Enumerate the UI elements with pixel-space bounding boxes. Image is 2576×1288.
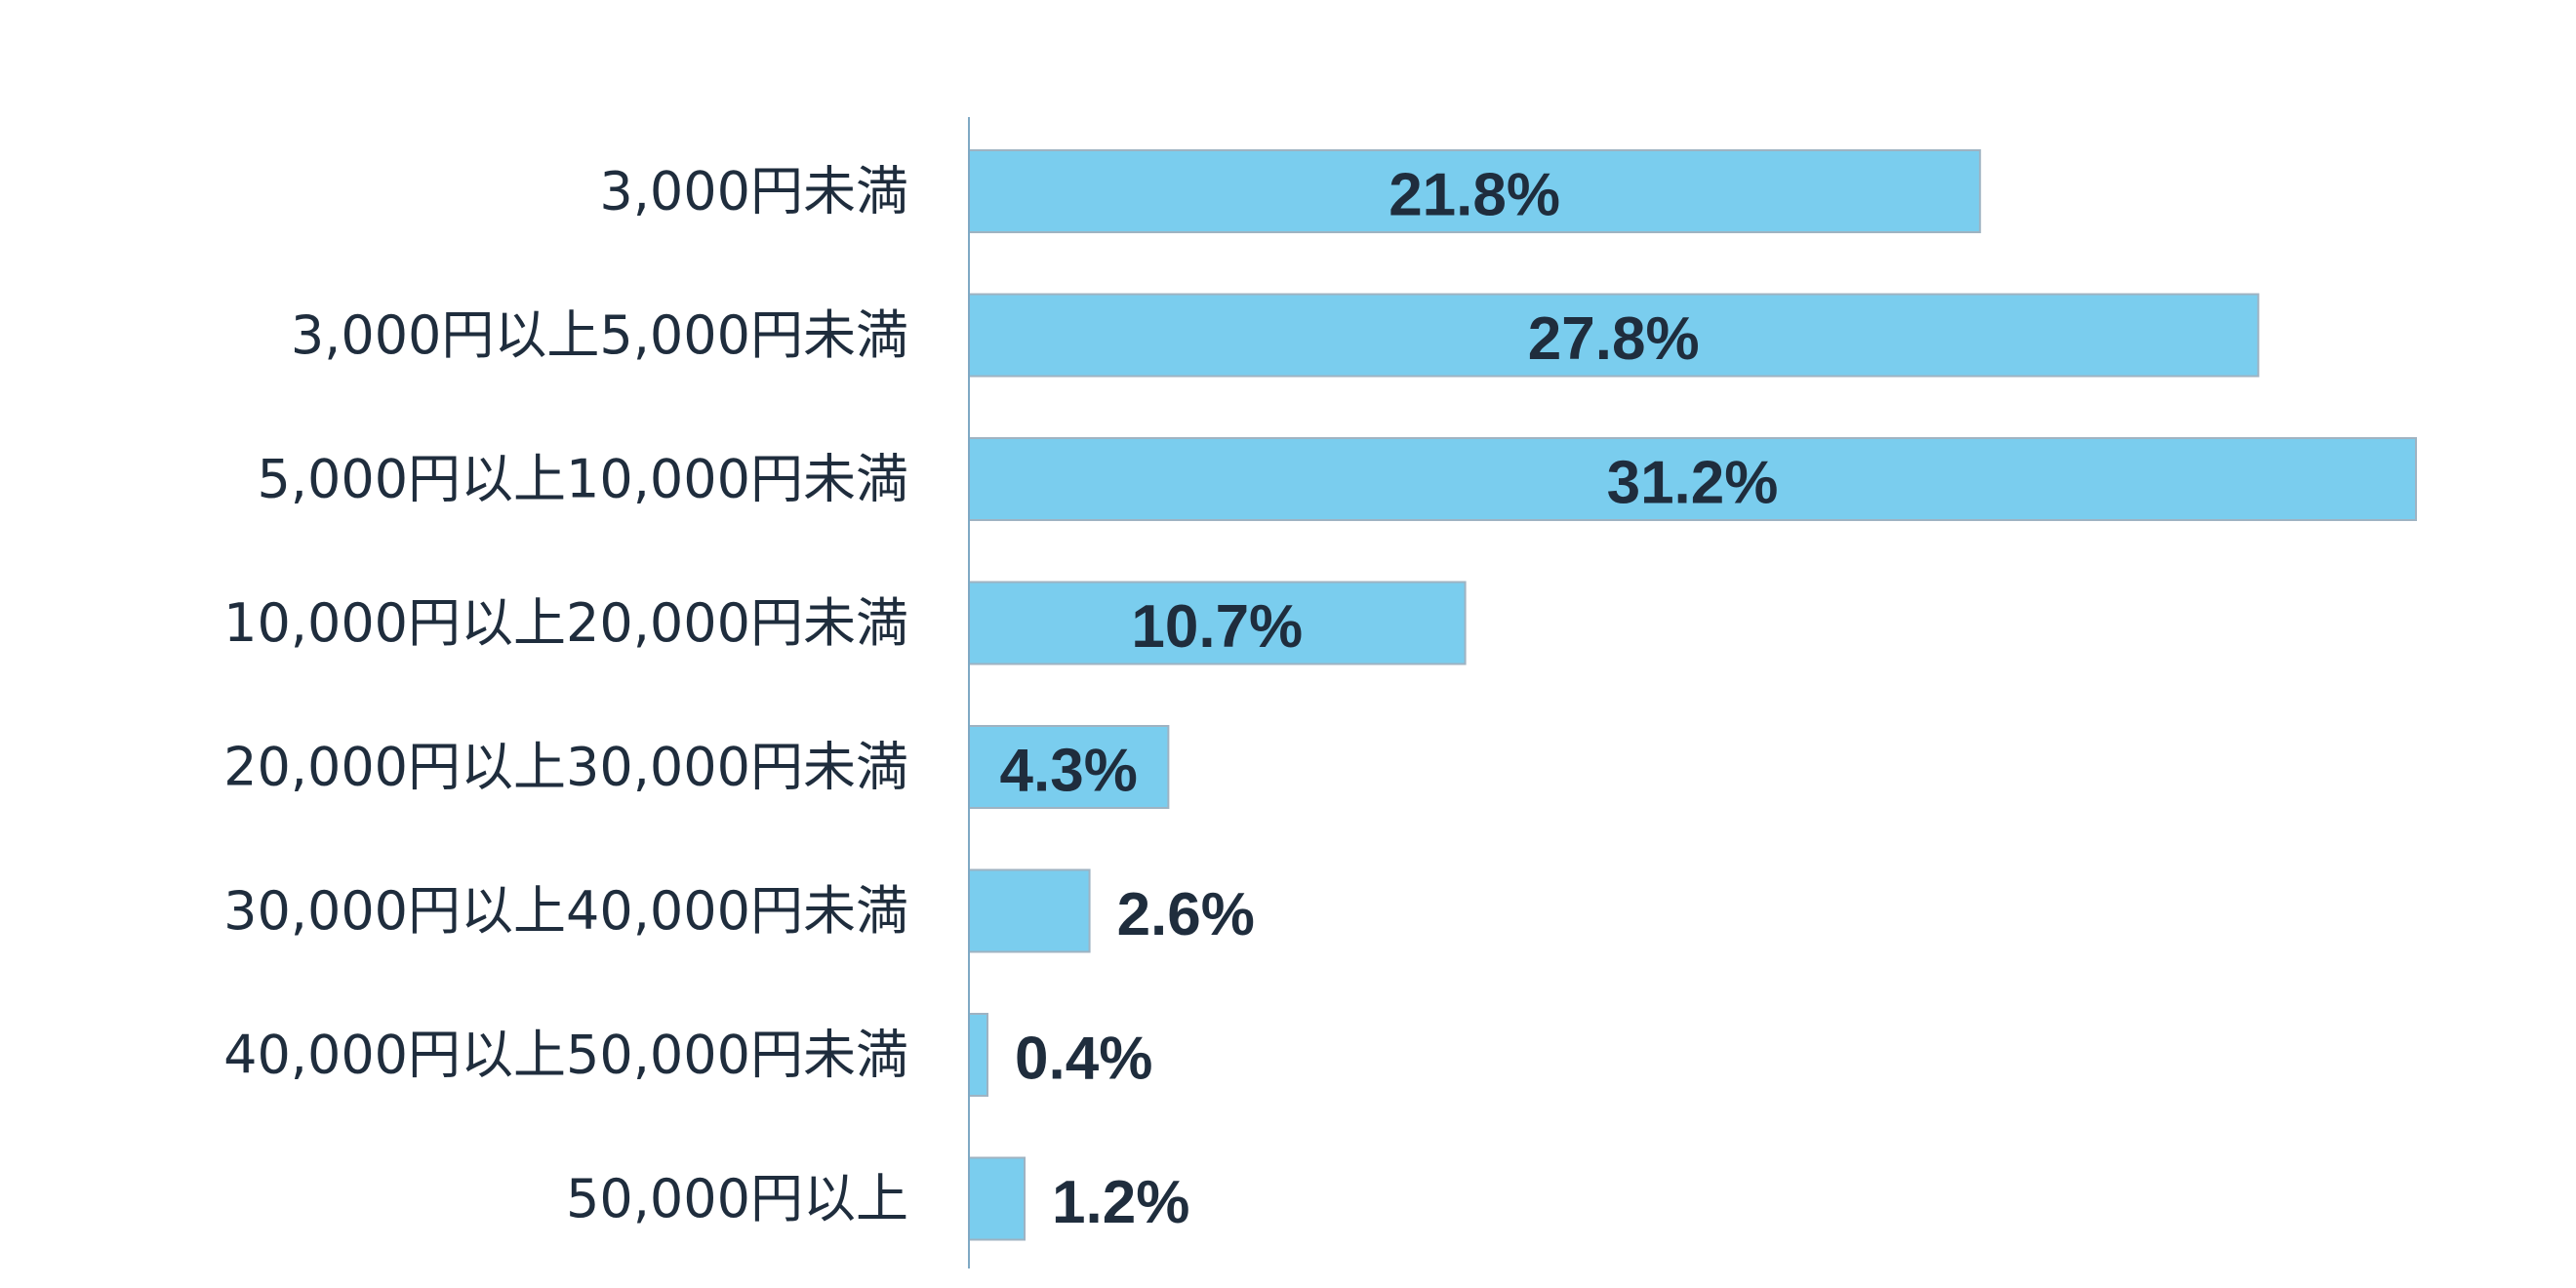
bar-3 — [968, 581, 1467, 665]
category-label-4: 20,000円以上30,000円未満 — [223, 737, 908, 798]
bar-7 — [968, 1156, 1026, 1241]
value-label-1: 27.8% — [1528, 305, 1700, 373]
value-labels: 21.8% 27.8% 31.2% 10.7% 4.3% 2.6% 0.4% 1.2% — [1000, 162, 1779, 1237]
bar-6 — [968, 1013, 989, 1097]
category-labels: 3,000円未満 3,000円以上5,000円未満 5,000円以上10,000円未… — [223, 161, 908, 1230]
category-label-3: 10,000円以上20,000円未満 — [223, 592, 908, 654]
category-label-6: 40,000円以上50,000円未満 — [223, 1025, 908, 1086]
value-label-5: 2.6% — [1117, 881, 1255, 948]
value-label-6: 0.4% — [1015, 1026, 1152, 1093]
bar-4 — [968, 725, 1170, 809]
bars-group — [968, 149, 2417, 1241]
value-label-7: 1.2% — [1052, 1169, 1189, 1236]
bar-1 — [968, 293, 2260, 378]
bar-5 — [968, 868, 1091, 953]
category-label-2: 5,000円以上10,000円未満 — [257, 449, 908, 510]
value-label-2: 31.2% — [1607, 450, 1779, 517]
bar-0 — [968, 149, 1982, 233]
bar-2 — [968, 437, 2417, 521]
value-label-4: 4.3% — [1000, 738, 1138, 805]
category-label-0: 3,000円未満 — [599, 161, 908, 222]
category-label-7: 50,000円以上 — [566, 1168, 908, 1229]
category-label-1: 3,000円以上5,000円未満 — [291, 304, 908, 366]
category-label-5: 30,000円以上40,000円未満 — [223, 880, 908, 942]
value-label-3: 10.7% — [1131, 593, 1303, 661]
value-label-0: 21.8% — [1389, 162, 1560, 229]
